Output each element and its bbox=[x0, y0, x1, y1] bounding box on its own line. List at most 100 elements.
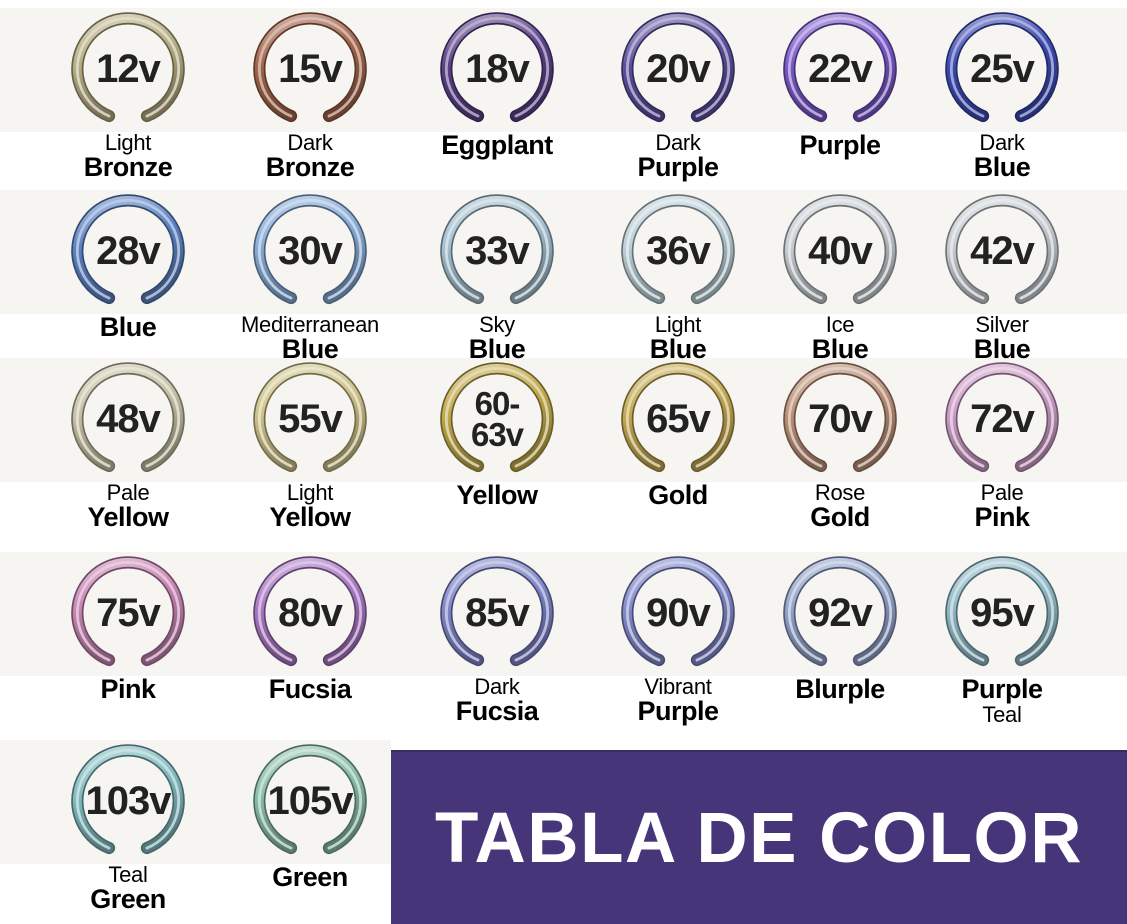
color-name: Green bbox=[220, 862, 400, 892]
voltage-text: 80v bbox=[278, 591, 343, 635]
voltage-label: 15v bbox=[220, 8, 400, 130]
voltage-label: 12v bbox=[38, 8, 218, 130]
voltage-text: 65v bbox=[646, 397, 711, 441]
captive-ring-icon bbox=[621, 194, 735, 305]
captive-ring-icon bbox=[783, 556, 897, 667]
ring-photo: 30v bbox=[220, 190, 400, 312]
color-name-line: Bronze bbox=[83, 152, 173, 183]
photo-strip bbox=[0, 358, 1127, 482]
captive-ring-icon bbox=[945, 194, 1059, 305]
color-name-line: Yellow bbox=[87, 502, 169, 533]
color-name: Mediterranean Blue bbox=[220, 313, 400, 365]
color-name-line: Pale bbox=[106, 480, 150, 505]
color-name: Dark Bronze bbox=[220, 130, 400, 183]
color-name: Pale Pink bbox=[912, 480, 1092, 533]
captive-ring-icon bbox=[440, 556, 554, 667]
ring-photo: 12v bbox=[38, 8, 218, 130]
color-name: Dark Blue bbox=[912, 131, 1092, 183]
color-name-line: Green bbox=[272, 862, 348, 892]
captive-ring-icon bbox=[945, 362, 1059, 473]
color-name: Silver Blue bbox=[912, 312, 1092, 365]
color-name: Pale Yellow bbox=[38, 480, 218, 533]
ring-photo: 40v bbox=[750, 190, 930, 312]
voltage-text: 90v bbox=[646, 591, 711, 635]
captive-ring-icon bbox=[71, 12, 185, 123]
color-name-line: Ice bbox=[825, 312, 855, 337]
ring-cell: 103v Teal Green bbox=[38, 740, 218, 914]
voltage-label: 48v bbox=[38, 358, 218, 480]
color-name: Pink bbox=[38, 674, 218, 704]
color-name: Gold bbox=[588, 480, 768, 510]
voltage-text: 55v bbox=[278, 397, 343, 441]
voltage-label: 25v bbox=[912, 8, 1092, 130]
voltage-text: 33v bbox=[465, 229, 530, 273]
color-name-line: Fucsia bbox=[268, 674, 352, 704]
color-name: Blurple bbox=[750, 675, 930, 704]
ring-cell: 72v Pale Pink bbox=[912, 358, 1092, 532]
voltage-label: 60- 63v bbox=[407, 358, 587, 480]
voltage-text: 30v bbox=[278, 229, 343, 273]
captive-ring-icon bbox=[253, 556, 367, 667]
captive-ring-icon bbox=[71, 194, 185, 305]
voltage-text: 42v bbox=[970, 229, 1035, 273]
color-name: Light Yellow bbox=[220, 481, 400, 532]
color-name-line: Silver bbox=[975, 312, 1029, 337]
ring-cell: 12v Light Bronze bbox=[38, 8, 218, 182]
ring-cell: 18v Eggplant bbox=[407, 8, 587, 160]
ring-cell: 105v Green bbox=[220, 740, 400, 892]
captive-ring-icon bbox=[71, 362, 185, 473]
ring-cell: 70v Rose Gold bbox=[750, 358, 930, 532]
color-name-line: Gold bbox=[648, 480, 708, 510]
color-name-line: Dark bbox=[287, 130, 333, 155]
ring-photo: 25v bbox=[912, 8, 1092, 130]
ring-photo: 55v bbox=[220, 358, 400, 480]
ring-photo: 75v bbox=[38, 552, 218, 674]
color-name-line: Pink bbox=[100, 674, 156, 704]
color-name: Sky Blue bbox=[407, 313, 587, 364]
captive-ring-icon bbox=[253, 362, 367, 473]
ring-cell: 42v Silver Blue bbox=[912, 190, 1092, 364]
captive-ring-icon bbox=[440, 12, 554, 123]
color-name-line: Teal bbox=[108, 862, 148, 887]
voltage-label: 20v bbox=[588, 8, 768, 130]
color-name-line: Eggplant bbox=[441, 130, 553, 160]
ring-cell: 92v Blurple bbox=[750, 552, 930, 704]
ring-cell: 80v Fucsia bbox=[220, 552, 400, 704]
captive-ring-icon bbox=[621, 556, 735, 667]
color-name-line: Blue bbox=[973, 152, 1031, 183]
voltage-label: 75v bbox=[38, 552, 218, 674]
captive-ring-icon bbox=[783, 12, 897, 123]
voltage-text: 60- bbox=[474, 384, 521, 422]
captive-ring-icon bbox=[945, 556, 1059, 667]
ring-cell: 33v Sky Blue bbox=[407, 190, 587, 364]
color-name-line: Purple bbox=[637, 696, 719, 727]
voltage-text: 18v bbox=[465, 47, 530, 91]
color-name-line: Pale bbox=[980, 480, 1024, 505]
voltage-label: 80v bbox=[220, 552, 400, 674]
ring-cell: 15v Dark Bronze bbox=[220, 8, 400, 182]
ring-photo: 28v bbox=[38, 190, 218, 312]
voltage-text: 95v bbox=[970, 591, 1035, 635]
photo-strip bbox=[0, 8, 1127, 132]
photo-strip bbox=[0, 552, 1127, 676]
color-name-line: Blue bbox=[973, 334, 1031, 365]
color-name: Yellow bbox=[407, 481, 587, 510]
color-name: Vibrant Purple bbox=[588, 675, 768, 727]
color-name-line: Pink bbox=[974, 502, 1030, 533]
color-name-line: Bronze bbox=[265, 152, 355, 183]
ring-photo: 48v bbox=[38, 358, 218, 480]
color-name-line: Blue bbox=[281, 334, 339, 365]
captive-ring-icon bbox=[621, 12, 735, 123]
ring-cell: 30v Mediterranean Blue bbox=[220, 190, 400, 364]
color-name-line: Light bbox=[654, 312, 702, 337]
ring-cell: 28v Blue bbox=[38, 190, 218, 342]
color-name-line: Light bbox=[104, 130, 152, 155]
ring-photo: 36v bbox=[588, 190, 768, 312]
color-name-line: Green bbox=[90, 884, 166, 915]
ring-cell: 22v Purple bbox=[750, 8, 930, 160]
ring-cell: 95v Purple Teal bbox=[912, 552, 1092, 726]
voltage-text: 103v bbox=[85, 779, 172, 823]
voltage-label: 28v bbox=[38, 190, 218, 312]
voltage-text: 48v bbox=[96, 397, 161, 441]
